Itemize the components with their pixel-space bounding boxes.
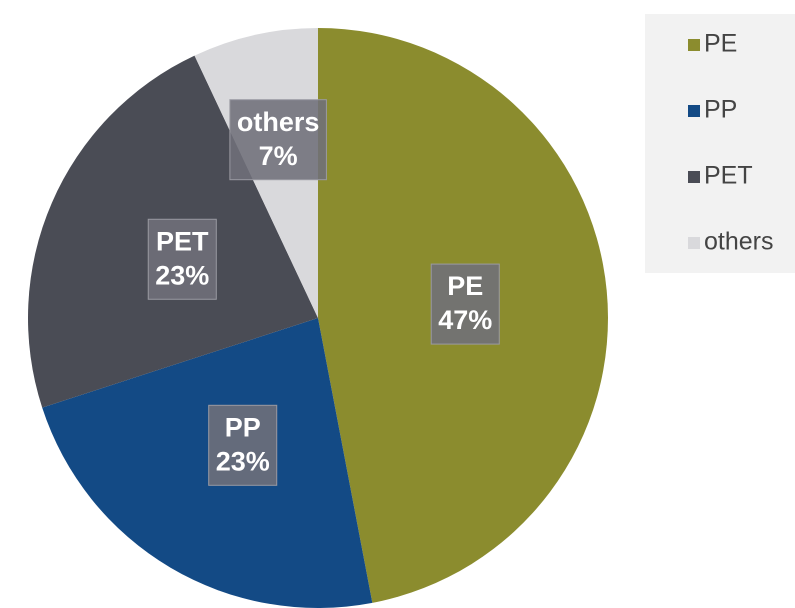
data-label-name: PET <box>156 226 209 256</box>
data-label-name: PP <box>225 412 261 442</box>
data-label: PE 47% <box>430 263 500 345</box>
data-label: PP 23% <box>208 404 278 486</box>
data-label-box <box>208 404 278 486</box>
data-label-value: 23% <box>216 446 270 476</box>
data-label-value: 7% <box>259 141 298 171</box>
legend-marker <box>688 171 700 183</box>
data-label: others 7% <box>229 99 327 181</box>
legend-marker <box>688 39 700 51</box>
data-label-name: PE <box>447 271 483 301</box>
pie-slice <box>42 318 373 608</box>
data-label-value: 23% <box>155 260 209 290</box>
legend-label: PET <box>704 162 753 190</box>
data-label: PET 23% <box>147 218 217 300</box>
legend-label: PE <box>704 30 737 58</box>
legend-label: PP <box>704 96 737 124</box>
data-label-value: 47% <box>438 305 492 335</box>
data-label-box <box>430 263 500 345</box>
legend-box <box>645 14 795 273</box>
legend-marker <box>688 105 700 117</box>
legend-label: others <box>704 228 773 256</box>
data-label-box <box>147 218 217 300</box>
data-label-name: others <box>237 107 320 137</box>
legend-marker <box>688 237 700 249</box>
data-label-box <box>229 99 327 181</box>
